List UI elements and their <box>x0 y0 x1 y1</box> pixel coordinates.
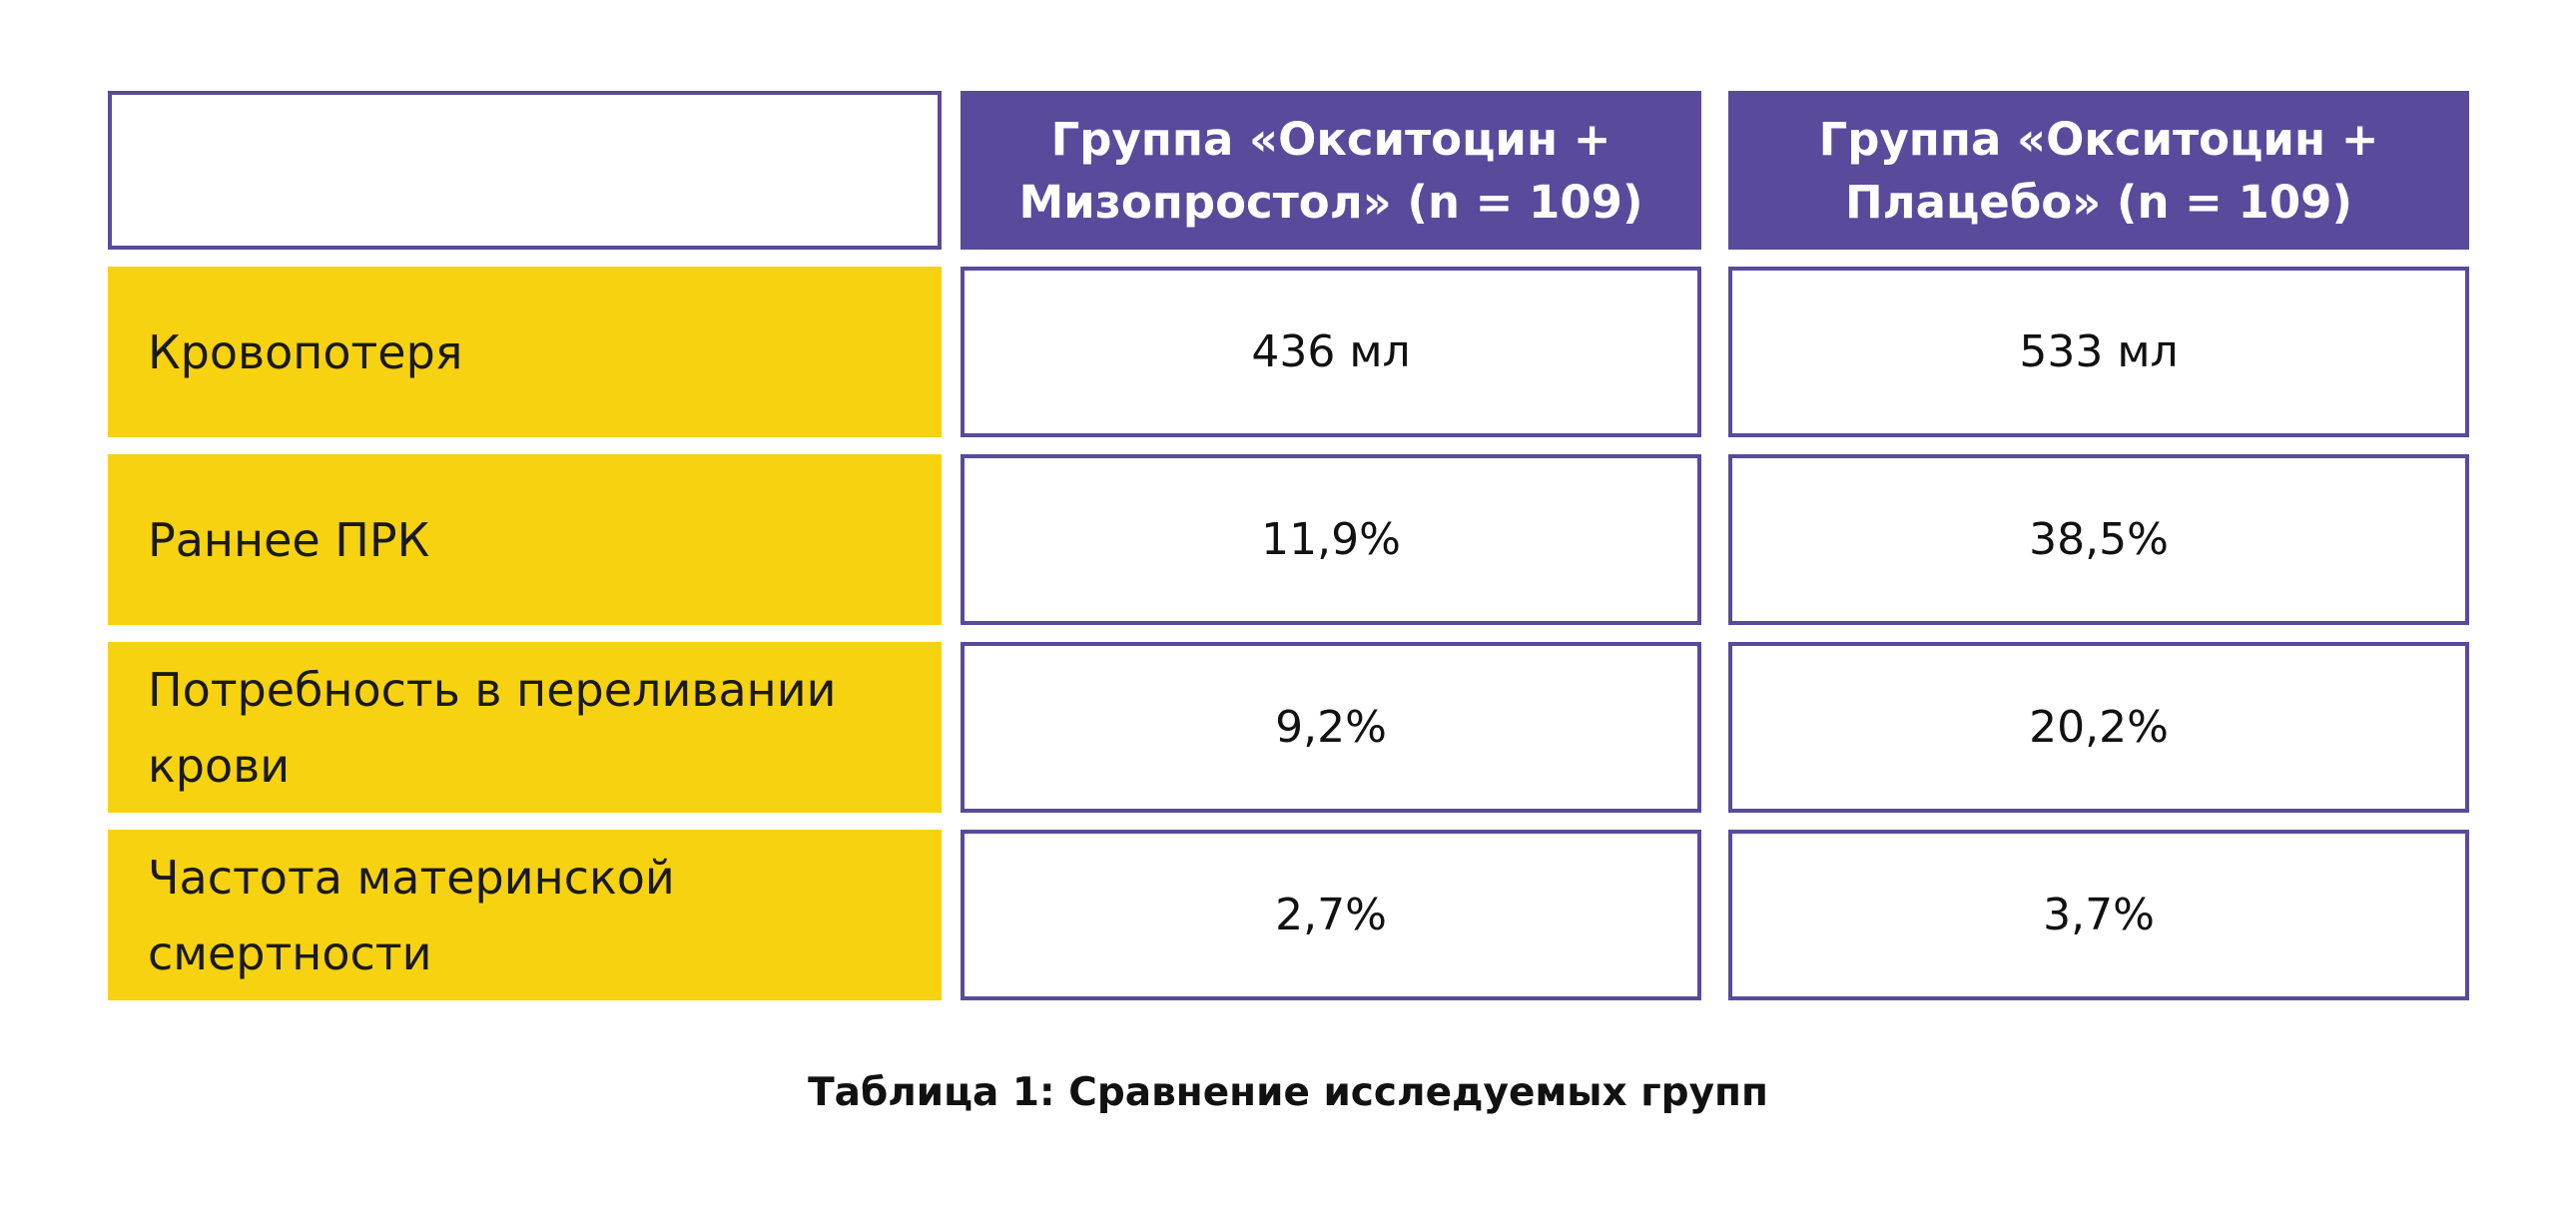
cell-value: 533 мл <box>2019 326 2179 377</box>
row-label-line: Раннее ПРК <box>148 512 430 567</box>
table-cell: 38,5% <box>1728 454 2469 625</box>
row-label-early-pph: Раннее ПРК <box>108 454 942 625</box>
table-cell: 436 мл <box>961 267 1701 437</box>
row-label-line: Кровопотеря <box>148 324 463 379</box>
table-caption: Таблица 1: Сравнение исследуемых групп <box>808 1070 1768 1115</box>
cell-value: 3,7% <box>2043 890 2155 940</box>
table-cell: 20,2% <box>1728 642 2469 813</box>
table-cell: 2,7% <box>961 830 1701 1000</box>
row-label-line: Потребность в переливании <box>148 662 837 717</box>
row-label-line: смертности <box>148 925 432 980</box>
row-label-transfusion-need: Потребность в переливании крови <box>108 642 942 813</box>
header-line: Плацебо» (n = 109) <box>1844 175 2353 229</box>
column-header-text: Группа «Окситоцин + Мизопростол» (n = 10… <box>1018 108 1642 234</box>
table-cell: 3,7% <box>1728 830 2469 1000</box>
table-cell: 11,9% <box>961 454 1701 625</box>
column-header-text: Группа «Окситоцин + Плацебо» (n = 109) <box>1819 108 2379 234</box>
table-cell: 9,2% <box>961 642 1701 813</box>
row-label-maternal-mortality: Частота материнской смертности <box>108 830 942 1000</box>
row-label-line: Частота материнской <box>148 850 675 905</box>
row-label-line: крови <box>148 738 291 793</box>
cell-value: 38,5% <box>2029 514 2169 565</box>
header-line: Мизопростол» (n = 109) <box>1018 175 1643 229</box>
header-line: Группа «Окситоцин + <box>1050 112 1611 166</box>
table-corner-cell <box>108 91 942 250</box>
column-header-placebo: Группа «Окситоцин + Плацебо» (n = 109) <box>1728 91 2469 250</box>
cell-value: 436 мл <box>1251 326 1411 377</box>
cell-value: 9,2% <box>1275 702 1387 753</box>
cell-value: 2,7% <box>1275 890 1387 940</box>
row-label-blood-loss: Кровопотеря <box>108 267 942 437</box>
cell-value: 20,2% <box>2029 702 2169 753</box>
table-cell: 533 мл <box>1728 267 2469 437</box>
header-line: Группа «Окситоцин + <box>1818 112 2379 166</box>
cell-value: 11,9% <box>1261 514 1401 565</box>
column-header-misoprostol: Группа «Окситоцин + Мизопростол» (n = 10… <box>961 91 1701 250</box>
